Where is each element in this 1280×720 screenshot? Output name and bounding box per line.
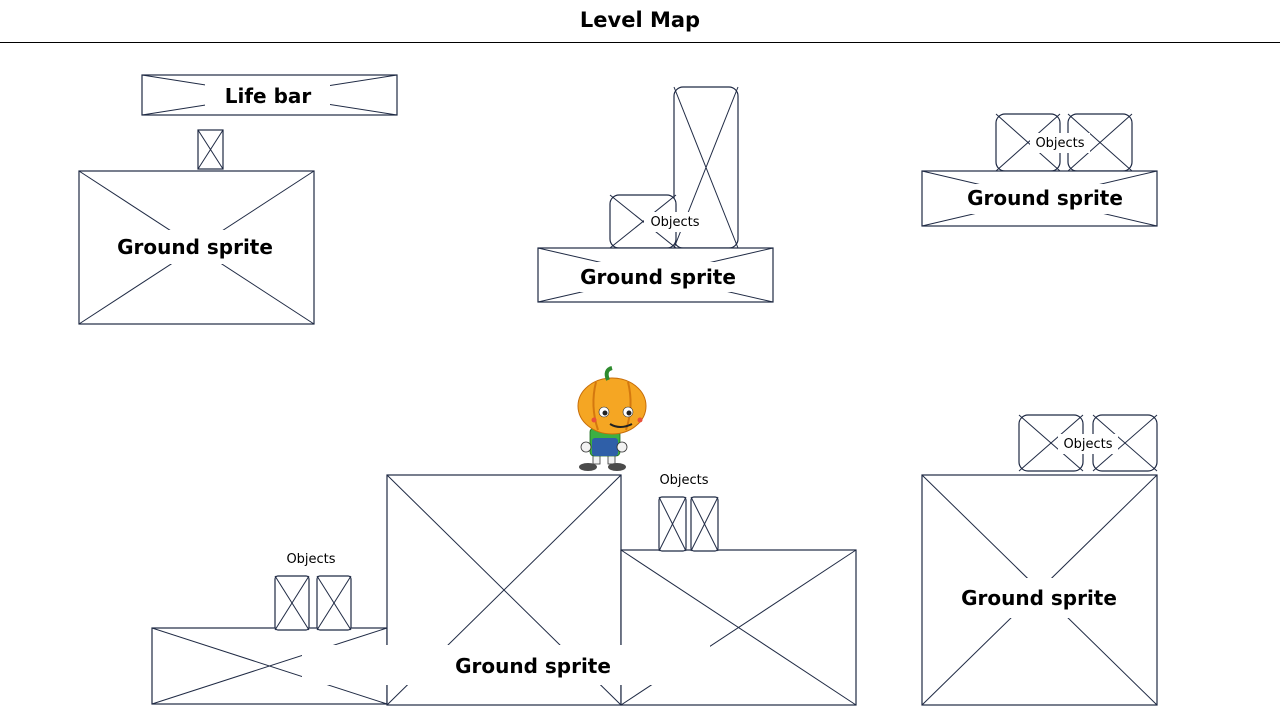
ground-sprite-label: Ground sprite: [580, 265, 736, 289]
objects-group-bottom-middle: Objects: [659, 473, 718, 551]
ground-sprite-label: Ground sprite: [455, 654, 611, 678]
ground-sprite-top-right: Ground sprite: [922, 171, 1157, 226]
ground-sprite-bottom-right: Ground sprite: [922, 475, 1157, 705]
objects-label: Objects: [1035, 136, 1084, 151]
ground-sprite-bottom-composite: Ground sprite: [152, 475, 856, 705]
objects-label: Objects: [286, 552, 335, 567]
objects-label: Objects: [659, 473, 708, 488]
objects-group-top-right: Objects: [996, 114, 1132, 171]
life-bar: Life bar: [142, 75, 397, 115]
objects-label: Objects: [1063, 437, 1112, 452]
small-sprite-placeholder: [198, 130, 223, 169]
objects-label: Objects: [650, 215, 699, 230]
pumpkin-character: [578, 368, 646, 471]
ground-sprite-label: Ground sprite: [961, 586, 1117, 610]
ground-sprite-label: Ground sprite: [117, 235, 273, 259]
objects-group-bottom-right: Objects: [1019, 415, 1157, 471]
ground-sprite-top-left: Ground sprite: [79, 171, 314, 324]
life-bar-label: Life bar: [225, 84, 312, 108]
ground-sprite-label: Ground sprite: [967, 186, 1123, 210]
ground-sprite-top-middle: Ground sprite: [538, 248, 773, 302]
objects-group-bottom-left: Objects: [275, 552, 351, 630]
